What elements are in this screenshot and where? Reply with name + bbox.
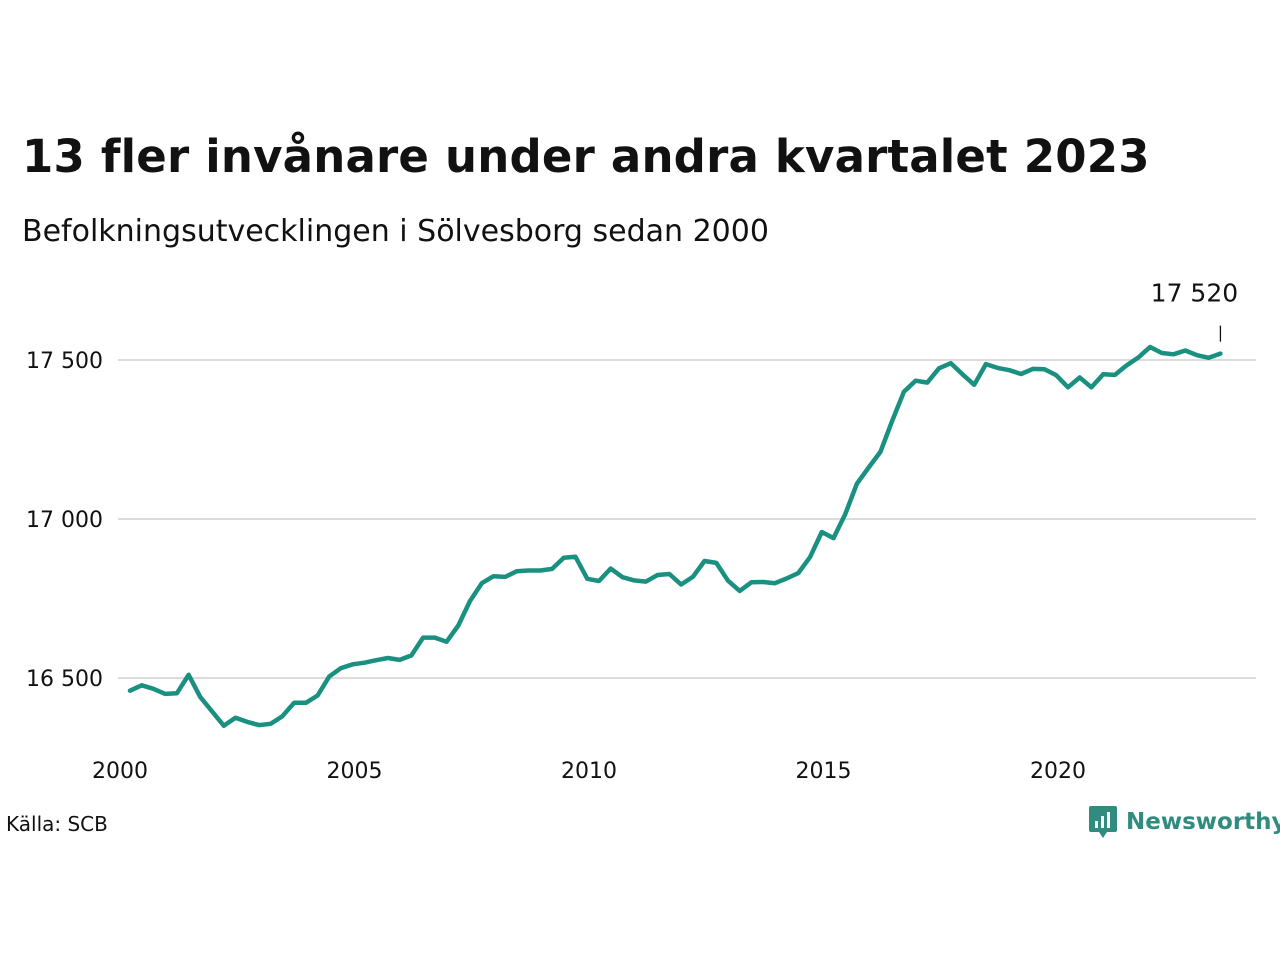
series-line: [127, 344, 1223, 728]
x-tick-label: 2005: [327, 759, 383, 784]
end-value-label: 17 520: [1151, 279, 1238, 308]
y-tick-label: 16 500: [26, 667, 103, 692]
source-note: Källa: SCB: [6, 812, 108, 836]
x-tick-label: 2015: [796, 759, 852, 784]
newsworthy-logo-icon: [1089, 806, 1117, 838]
chart-subtitle: Befolkningsutvecklingen i Sölvesborg sed…: [22, 214, 769, 249]
chart-title: 13 fler invånare under andra kvartalet 2…: [22, 130, 1150, 183]
y-axis-ticks: 16 500 17 000 17 500: [26, 349, 103, 692]
x-tick-label: 2000: [92, 759, 148, 784]
gridlines: [118, 359, 1256, 679]
brand-name: Newsworthy: [1126, 809, 1280, 835]
y-tick-label: 17 000: [26, 508, 103, 533]
x-axis-ticks: 2000 2005 2010 2015 2020: [92, 759, 1086, 784]
x-tick-label: 2020: [1030, 759, 1086, 784]
brand-logo: Newsworthy: [1088, 804, 1280, 840]
x-tick-label: 2010: [561, 759, 617, 784]
y-tick-label: 17 500: [26, 349, 103, 374]
